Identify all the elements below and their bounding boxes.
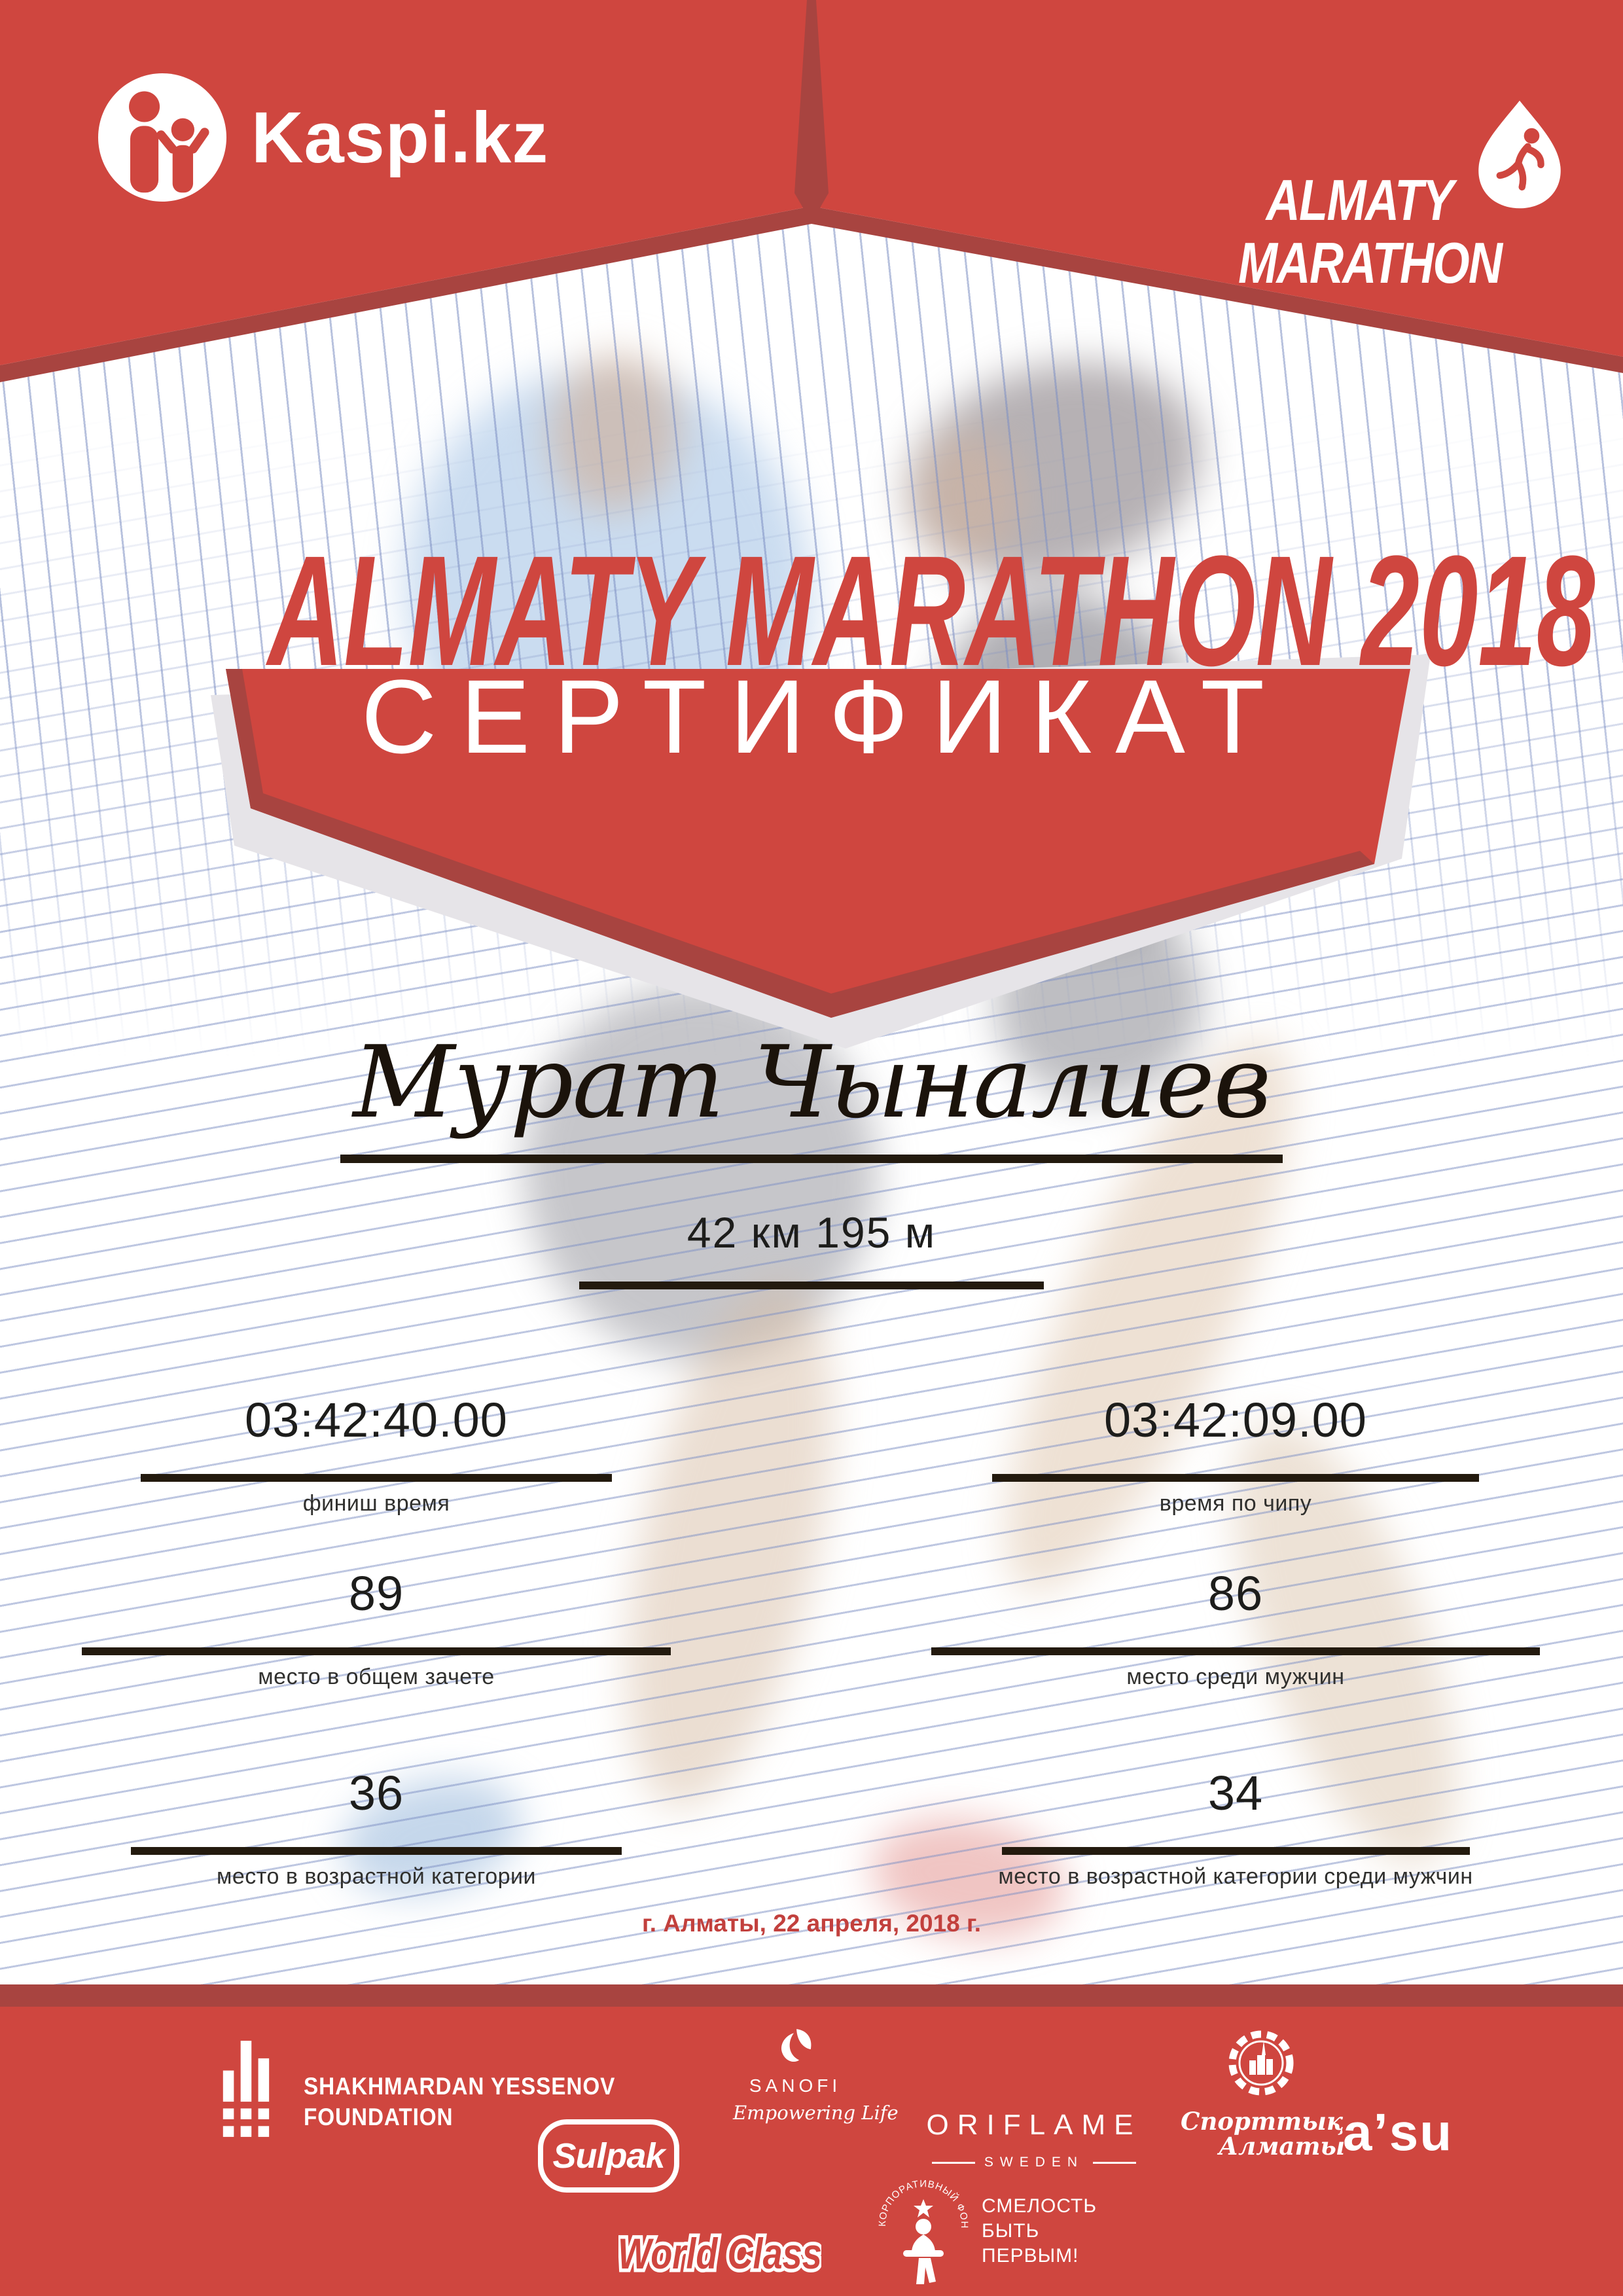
stat-age-place: 36 место в возрастной категории [3, 1766, 749, 1890]
stat-rule [931, 1647, 1540, 1655]
recipient-name: Мурат Чыналиев [353, 1024, 1271, 1140]
stat-value: 03:42:09.00 [1104, 1393, 1367, 1447]
stat-rule [141, 1474, 612, 1482]
almaty-marathon-wordmark: ALMATY MARATHON [1238, 168, 1503, 295]
kaspi-wordmark: Kaspi.kz [251, 97, 549, 178]
sport-almaty-emblem-icon [1228, 2030, 1294, 2096]
svg-text:World Class: World Class [618, 2229, 821, 2278]
stat-label: время по чипу [1159, 1491, 1312, 1516]
courage-fund-emblem-icon: КОРПОРАТИВНЫЙ ФОНД [874, 2172, 969, 2284]
sanofi-logo: SANOFI Empowering Life [733, 2028, 899, 2124]
asu-logo: aʼsu [1343, 2102, 1453, 2162]
oriflame-dash-right [1093, 2161, 1137, 2164]
stat-label: финиш время [302, 1491, 450, 1516]
sanofi-bird-icon [781, 2029, 812, 2062]
sulpak-wordmark: Sulpak [552, 2136, 665, 2176]
yessenov-foundation-logo: SHAKHMARDAN YESSENOV FOUNDATION [223, 2041, 650, 2139]
almaty-marathon-logo: ALMATY MARATHON [1191, 98, 1623, 295]
world-class-wordmark: World Class [615, 2226, 825, 2281]
oriflame-logo: ORIFLAME SWEDEN [913, 2109, 1155, 2170]
banner-fold-right [831, 851, 1374, 1018]
stat-value: 03:42:40.00 [245, 1393, 508, 1447]
kaspi-logo: Kaspi.kz [98, 73, 548, 202]
distance-underline [579, 1282, 1044, 1289]
oriflame-dash-left [931, 2161, 975, 2164]
name-underline [340, 1155, 1283, 1163]
courage-fund-text: СМЕЛОСТЬ БЫТЬ ПЕРВЫМ! [982, 2194, 1097, 2269]
header-center-spike [794, 0, 829, 223]
sanofi-tagline: Empowering Life [733, 2102, 899, 2124]
sulpak-logo: Sulpak [538, 2119, 679, 2193]
yessenov-line1: SHAKHMARDAN YESSENOV [304, 2073, 616, 2100]
stat-chip-time: 03:42:09.00 время по чипу [863, 1393, 1609, 1516]
stat-finish-time: 03:42:40.00 финиш время [3, 1393, 749, 1516]
yessenov-line2: FOUNDATION [304, 2104, 454, 2130]
sport-almaty-line1: Спорттық [1181, 2107, 1344, 2136]
fund-line1: СМЕЛОСТЬ [982, 2195, 1097, 2217]
stat-rule [1001, 1847, 1470, 1855]
kaspi-icon [98, 73, 226, 202]
banner-fold-left [226, 669, 831, 1018]
stat-men-place: 86 место среди мужчин [863, 1566, 1609, 1690]
sanofi-wordmark: SANOFI [749, 2075, 842, 2096]
asu-wordmark: aʼsu [1343, 2103, 1454, 2161]
sport-almaty-line2: Алматы [1219, 2132, 1346, 2161]
stat-rule [131, 1847, 622, 1855]
stat-rule [992, 1474, 1479, 1482]
courage-fund-logo: КОРПОРАТИВНЫЙ ФОНД СМЕЛОСТЬ БЫТЬ ПЕРВЫМ! [874, 2172, 1097, 2289]
oriflame-wordmark: ORIFLAME [926, 2109, 1142, 2141]
stat-label: место среди мужчин [1126, 1664, 1345, 1689]
yessenov-text: SHAKHMARDAN YESSENOV FOUNDATION [304, 2071, 615, 2132]
stat-age-men-place: 34 место в возрастной категории среди му… [863, 1766, 1609, 1890]
stat-label: место в общем зачете [258, 1664, 495, 1689]
stat-label: место в возрастной категории среди мужчи… [998, 1864, 1473, 1889]
stat-value: 34 [1207, 1766, 1264, 1820]
yessenov-bars-icon [223, 2041, 270, 2137]
fund-line2: БЫТЬ [982, 2220, 1040, 2242]
sport-almaty-logo: Спорттық Алматы [1181, 2029, 1346, 2161]
sponsors-footer: SHAKHMARDAN YESSENOV FOUNDATION Sulpak S… [0, 2007, 1623, 2296]
almaty-word: ALMATY [1266, 168, 1454, 232]
marathon-word: MARATHON [1238, 230, 1503, 295]
certificate-word: СЕРТИФИКАТ [361, 658, 1289, 775]
stat-value: 89 [348, 1566, 404, 1621]
stat-rule [82, 1647, 671, 1655]
oriflame-sub: SWEDEN [913, 2155, 1155, 2170]
stat-value: 86 [1207, 1566, 1264, 1621]
fund-line3: ПЕРВЫМ! [982, 2245, 1079, 2267]
date-place-line: г. Алматы, 22 апреля, 2018 г. [642, 1910, 981, 1937]
stat-label: место в возрастной категории [217, 1864, 536, 1889]
stat-value: 36 [348, 1766, 404, 1820]
almaty-marathon-drop-icon [1478, 100, 1561, 209]
oriflame-sweden: SWEDEN [984, 2155, 1084, 2170]
stat-overall-place: 89 место в общем зачете [3, 1566, 749, 1690]
world-class-logo: World Class [615, 2211, 825, 2296]
footer-dark-strip [0, 1984, 1623, 2007]
distance-value: 42 км 195 м [687, 1208, 936, 1257]
